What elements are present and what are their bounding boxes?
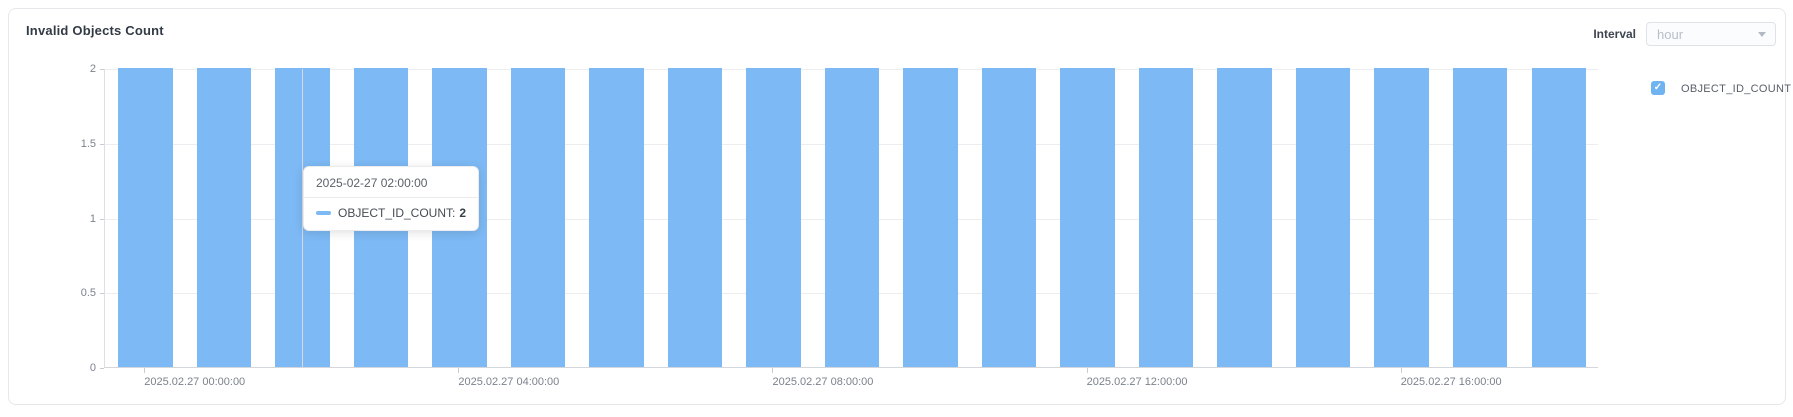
y-axis-tick: [100, 143, 104, 145]
x-axis-tick-label: 2025.02.27 08:00:00: [772, 376, 874, 388]
tooltip-divider: [304, 197, 479, 198]
interval-label: Interval: [1593, 27, 1636, 41]
y-axis-tick: [100, 218, 104, 220]
legend-label: OBJECT_ID_COUNT: [1681, 82, 1792, 95]
bar-2025-02-27 14:00:00[interactable]: [1217, 68, 1272, 367]
y-axis-tick: [100, 293, 104, 295]
plot-area: [104, 68, 1598, 368]
bar-2025-02-27 08:00:00[interactable]: [746, 68, 801, 367]
bar-2025-02-27 17:00:00[interactable]: [1452, 68, 1508, 367]
x-axis-tick: [772, 368, 774, 373]
x-axis-tick-label: 2025.02.27 12:00:00: [1086, 376, 1188, 388]
checkbox-checked-icon[interactable]: ✓: [1651, 81, 1665, 95]
interval-select-value: hour: [1657, 26, 1684, 42]
x-axis-tick: [1086, 368, 1088, 373]
chevron-down-icon: [1758, 31, 1766, 37]
bar-2025-02-27 18:00:00[interactable]: [1531, 68, 1586, 367]
bar-2025-02-27 05:00:00[interactable]: [510, 68, 566, 367]
bar-2025-02-27 07:00:00[interactable]: [667, 68, 723, 367]
bar-2025-02-27 11:00:00[interactable]: [981, 68, 1037, 367]
x-axis-tick-label: 2025.02.27 16:00:00: [1400, 376, 1502, 388]
bar-2025-02-27 00:00:00[interactable]: [118, 68, 173, 367]
tooltip-series-label: OBJECT_ID_COUNT:: [338, 206, 456, 220]
interval-select[interactable]: hour: [1646, 22, 1776, 46]
bar-2025-02-27 09:00:00[interactable]: [824, 68, 880, 367]
y-axis-tick-label: 2: [89, 63, 96, 75]
y-axis-tick: [100, 69, 104, 70]
x-axis-tick: [458, 368, 460, 373]
legend-item-object-id-count[interactable]: ✓ OBJECT_ID_COUNT: [1651, 81, 1791, 95]
bar-2025-02-27 10:00:00[interactable]: [903, 68, 958, 367]
bar-2025-02-27 15:00:00[interactable]: [1295, 68, 1351, 367]
bar-2025-02-27 06:00:00[interactable]: [589, 68, 644, 367]
y-axis-tick-label: 1.5: [80, 137, 96, 150]
bar-2025-02-27 16:00:00[interactable]: [1374, 68, 1429, 367]
chart-title: Invalid Objects Count: [26, 23, 164, 38]
y-axis-tick-label: 0.5: [80, 287, 96, 300]
bar-2025-02-27 12:00:00[interactable]: [1060, 68, 1115, 367]
tooltip: 2025-02-27 02:00:00 OBJECT_ID_COUNT: 2: [303, 166, 480, 231]
x-axis-tick: [1400, 368, 1402, 373]
bar-2025-02-27 01:00:00[interactable]: [196, 68, 252, 367]
y-axis-tick-label: 0: [89, 362, 96, 374]
y-axis-tick: [100, 368, 104, 369]
series-marker-icon: [316, 211, 331, 215]
y-axis-tick-label: 1: [89, 212, 96, 225]
x-axis-tick-label: 2025.02.27 00:00:00: [144, 376, 246, 388]
check-icon: ✓: [1653, 82, 1663, 93]
x-axis-tick: [144, 368, 146, 373]
axis-pointer-line: [302, 69, 303, 367]
x-axis-tick-label: 2025.02.27 04:00:00: [458, 376, 560, 388]
bar-2025-02-27 13:00:00[interactable]: [1138, 68, 1194, 367]
tooltip-header: 2025-02-27 02:00:00: [316, 176, 428, 190]
chart-card: Invalid Objects Count Interval hour 0 0.5…: [8, 8, 1791, 405]
interval-control: Interval hour: [1593, 22, 1776, 46]
tooltip-series-value: 2: [459, 206, 467, 220]
tooltip-row: OBJECT_ID_COUNT: 2: [304, 198, 478, 230]
